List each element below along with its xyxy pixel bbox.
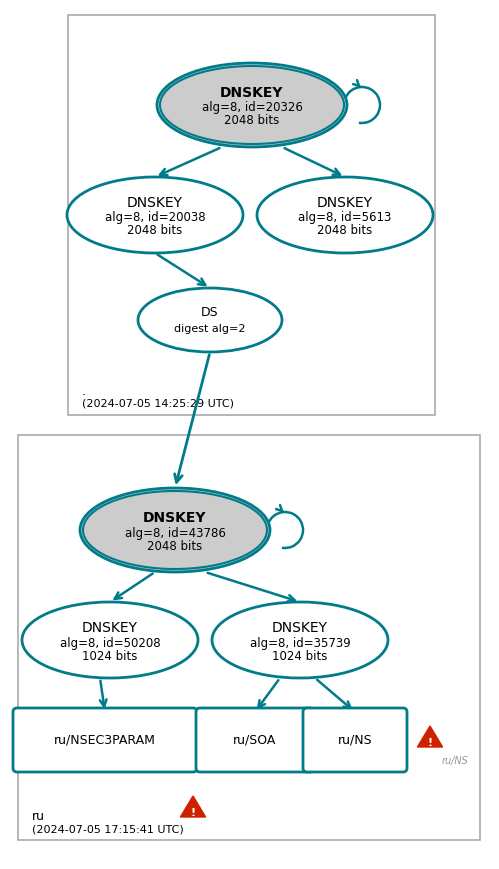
Text: ru/NS: ru/NS [338, 733, 372, 746]
Text: 1024 bits: 1024 bits [82, 649, 138, 662]
Ellipse shape [80, 488, 270, 572]
Text: alg=8, id=20038: alg=8, id=20038 [105, 211, 205, 224]
Polygon shape [181, 796, 206, 817]
Text: DNSKEY: DNSKEY [220, 86, 284, 100]
Text: DNSKEY: DNSKEY [143, 511, 207, 525]
Text: DS: DS [201, 307, 219, 320]
Ellipse shape [138, 288, 282, 352]
Text: .: . [82, 385, 86, 398]
Text: DNSKEY: DNSKEY [127, 196, 183, 210]
Text: !: ! [428, 738, 433, 748]
Text: alg=8, id=35739: alg=8, id=35739 [250, 636, 350, 649]
Text: (2024-07-05 14:25:29 UTC): (2024-07-05 14:25:29 UTC) [82, 398, 234, 408]
Text: 2048 bits: 2048 bits [127, 224, 183, 237]
Text: ru/SOA: ru/SOA [234, 733, 276, 746]
Text: 2048 bits: 2048 bits [225, 115, 279, 128]
Text: !: ! [191, 808, 196, 818]
Polygon shape [417, 726, 443, 747]
Text: 1024 bits: 1024 bits [272, 649, 328, 662]
Text: 2048 bits: 2048 bits [147, 540, 203, 553]
Text: alg=8, id=43786: alg=8, id=43786 [125, 527, 226, 540]
Text: alg=8, id=20326: alg=8, id=20326 [202, 102, 302, 115]
Text: 2048 bits: 2048 bits [317, 224, 373, 237]
Ellipse shape [67, 177, 243, 253]
Text: alg=8, id=5613: alg=8, id=5613 [298, 211, 392, 224]
Text: ru/NS: ru/NS [442, 756, 469, 766]
Text: digest alg=2: digest alg=2 [174, 324, 246, 334]
Text: ru/NSEC3PARAM: ru/NSEC3PARAM [54, 733, 156, 746]
FancyBboxPatch shape [13, 708, 197, 772]
Text: (2024-07-05 17:15:41 UTC): (2024-07-05 17:15:41 UTC) [32, 825, 184, 835]
Text: ru: ru [32, 810, 45, 823]
FancyBboxPatch shape [303, 708, 407, 772]
Ellipse shape [257, 177, 433, 253]
Ellipse shape [212, 602, 388, 678]
Bar [68, 15, 435, 415]
Text: DNSKEY: DNSKEY [317, 196, 373, 210]
FancyBboxPatch shape [196, 708, 314, 772]
Bar [18, 435, 480, 840]
Ellipse shape [22, 602, 198, 678]
Text: alg=8, id=50208: alg=8, id=50208 [60, 636, 160, 649]
Text: DNSKEY: DNSKEY [82, 621, 138, 635]
Ellipse shape [157, 63, 347, 147]
Text: DNSKEY: DNSKEY [272, 621, 328, 635]
